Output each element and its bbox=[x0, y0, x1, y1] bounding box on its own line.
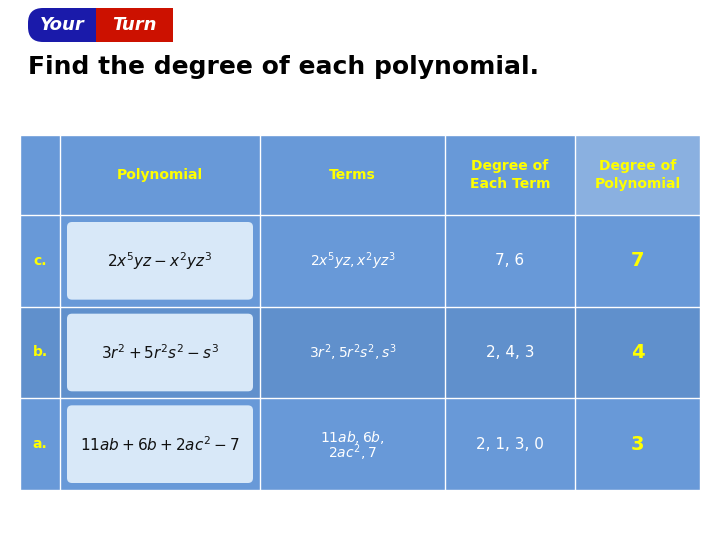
Text: c.: c. bbox=[33, 254, 47, 268]
Bar bbox=[20, 215, 700, 307]
Text: 3: 3 bbox=[631, 435, 644, 454]
Text: 7: 7 bbox=[631, 251, 644, 271]
Text: $3r^2+5r^2s^2-s^3$: $3r^2+5r^2s^2-s^3$ bbox=[101, 343, 219, 362]
FancyBboxPatch shape bbox=[67, 406, 253, 483]
Text: Degree of
Each Term: Degree of Each Term bbox=[469, 159, 550, 191]
FancyBboxPatch shape bbox=[67, 222, 253, 300]
Bar bbox=[96, 8, 173, 42]
Text: 2, 4, 3: 2, 4, 3 bbox=[486, 345, 534, 360]
Text: b.: b. bbox=[32, 346, 48, 360]
Text: Find the degree of each polynomial.: Find the degree of each polynomial. bbox=[28, 55, 539, 79]
Bar bbox=[575, 135, 700, 215]
Text: $2x^5yz, x^2yz^3$: $2x^5yz, x^2yz^3$ bbox=[310, 250, 395, 272]
Text: 4: 4 bbox=[631, 343, 644, 362]
Text: $2x^5yz-x^2yz^3$: $2x^5yz-x^2yz^3$ bbox=[107, 250, 212, 272]
FancyBboxPatch shape bbox=[67, 314, 253, 391]
Text: Terms: Terms bbox=[329, 168, 376, 182]
Bar bbox=[20, 307, 700, 399]
Text: 7, 6: 7, 6 bbox=[495, 253, 525, 268]
Bar bbox=[20, 135, 700, 490]
FancyBboxPatch shape bbox=[28, 8, 173, 42]
Text: a.: a. bbox=[32, 437, 48, 451]
Bar bbox=[575, 135, 700, 215]
Bar bbox=[20, 399, 700, 490]
Text: 2, 1, 3, 0: 2, 1, 3, 0 bbox=[476, 437, 544, 451]
Text: Polynomial: Polynomial bbox=[117, 168, 203, 182]
Text: $3r^2, 5r^2s^2, s^3$: $3r^2, 5r^2s^2, s^3$ bbox=[309, 342, 397, 363]
Text: Your: Your bbox=[40, 16, 84, 34]
Text: $11ab+6b+2ac^2-7$: $11ab+6b+2ac^2-7$ bbox=[80, 435, 240, 454]
Text: Degree of
Polynomial: Degree of Polynomial bbox=[595, 159, 680, 191]
Text: Turn: Turn bbox=[112, 16, 157, 34]
Text: $11ab, 6b,$: $11ab, 6b,$ bbox=[320, 429, 385, 446]
Bar bbox=[20, 135, 700, 215]
FancyBboxPatch shape bbox=[143, 8, 173, 42]
Text: $2ac^2, 7$: $2ac^2, 7$ bbox=[328, 443, 377, 463]
